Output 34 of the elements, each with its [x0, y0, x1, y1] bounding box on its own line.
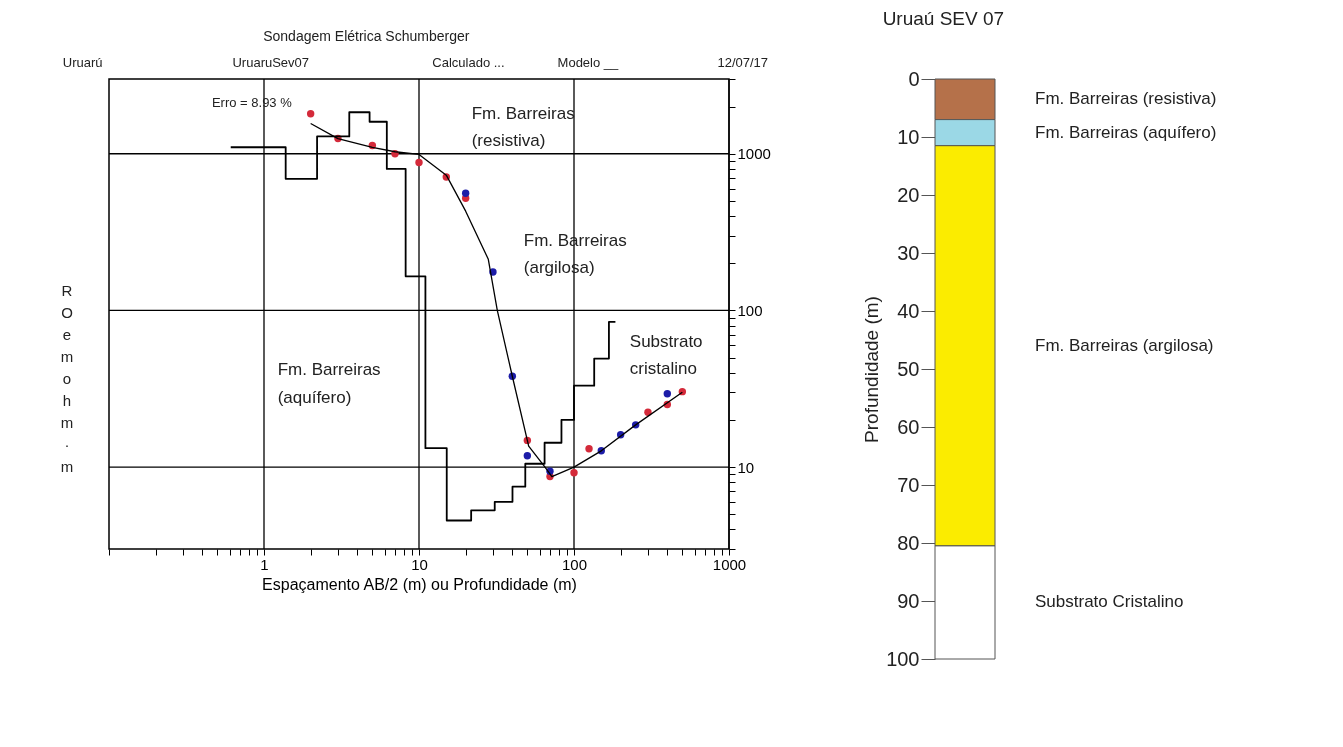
text: UruaruSev07: [232, 55, 310, 70]
text: 12/07/17: [717, 55, 769, 70]
y-axis-title: Profundidade (m): [861, 296, 883, 443]
x-tick-label: 1000: [712, 555, 747, 573]
text: RO em ohm·m: [60, 281, 74, 475]
x-tick-label: 100: [561, 555, 588, 573]
y-tick-label: 100: [737, 301, 763, 319]
x-tick-label: 1: [260, 555, 269, 573]
text: Calculado ...: [432, 55, 505, 70]
text: Fm. Barreiras (aquífero): [1035, 122, 1217, 142]
text: Uruarú: [62, 55, 103, 70]
text: Modelo __: [557, 55, 620, 70]
chart-title: Sondagem Elétrica Schumberger: [263, 28, 470, 44]
x-axis-title: Espaçamento AB/2 (m) ou Profundidade (m): [262, 575, 577, 593]
y-tick-label: 0: [908, 67, 920, 90]
y-tick-label: 10: [737, 458, 755, 476]
y-tick-label: 100: [886, 647, 920, 670]
chart-title: Uruaú SEV 07: [882, 8, 1005, 29]
y-tick-label: 70: [897, 473, 920, 496]
y-tick-label: 1000: [737, 145, 771, 163]
x-tick-label: 10: [411, 555, 428, 573]
y-tick-label: 60: [897, 415, 920, 438]
annotation: Fm. Barreiras (aquífero): [277, 360, 381, 407]
y-tick-label: 20: [897, 183, 920, 206]
annotation: Substrato cristalino: [629, 332, 703, 379]
y-tick-label: 10: [897, 125, 920, 148]
text: Substrato Cristalino: [1035, 592, 1184, 612]
y-tick-label: 30: [897, 241, 920, 264]
text: Fm. Barreiras (resistiva): [1035, 89, 1217, 109]
y-tick-label: 90: [897, 589, 920, 612]
y-tick-label: 80: [897, 531, 920, 554]
y-tick-label: 40: [897, 299, 920, 322]
y-tick-label: 50: [897, 357, 920, 380]
text: Fm. Barreiras (argilosa): [1035, 335, 1214, 355]
